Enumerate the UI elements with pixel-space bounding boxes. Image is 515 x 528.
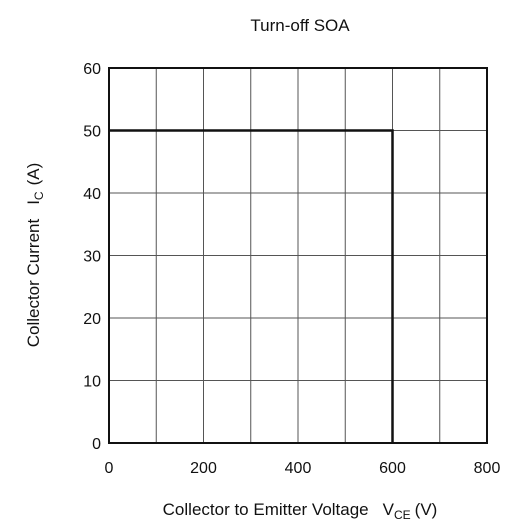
- x-tick-labels: 0 200 400 600 800: [105, 460, 501, 477]
- x-tick-label-800: 800: [474, 460, 501, 477]
- y-tick-label-10: 10: [83, 374, 101, 391]
- y-axis-label-text: Collector Current: [24, 219, 43, 348]
- y-axis-label: Collector Current IC (A): [24, 163, 46, 348]
- x-tick-label-400: 400: [285, 460, 312, 477]
- grid-lines: [108, 67, 488, 444]
- chart-title: Turn-off SOA: [250, 16, 350, 35]
- plot-frame: [108, 67, 488, 444]
- soa-boundary-line-0: [109, 129, 394, 443]
- y-axis-unit: (A): [24, 163, 43, 186]
- y-axis-symbol: I: [24, 200, 43, 205]
- x-tick-label-200: 200: [190, 460, 217, 477]
- series-layer: [109, 129, 394, 443]
- x-axis-symbol-sub: CE: [394, 508, 411, 522]
- x-tick-label-0: 0: [105, 460, 114, 477]
- x-axis-label-text: Collector to Emitter Voltage: [163, 500, 369, 519]
- y-tick-label-20: 20: [83, 311, 101, 328]
- x-axis-unit: (V): [415, 500, 438, 519]
- x-tick-label-600: 600: [379, 460, 406, 477]
- y-tick-label-60: 60: [83, 61, 101, 78]
- y-tick-label-30: 30: [83, 249, 101, 266]
- y-tick-label-50: 50: [83, 124, 101, 141]
- y-tick-label-40: 40: [83, 186, 101, 203]
- y-tick-label-0: 0: [92, 436, 101, 453]
- y-axis-symbol-sub: C: [32, 191, 46, 200]
- x-axis-label: Collector to Emitter Voltage VCE (V): [163, 500, 438, 522]
- x-axis-symbol: V: [383, 500, 395, 519]
- y-tick-labels: 0 10 20 30 40 50 60: [83, 61, 101, 453]
